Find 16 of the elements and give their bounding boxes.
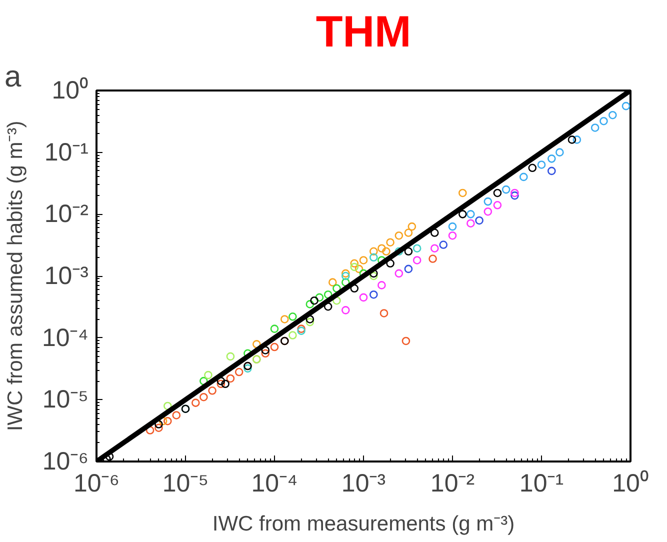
y-tick-label: 10⁻³ — [44, 262, 89, 290]
y-tick-label: 10⁻⁴ — [42, 324, 89, 352]
y-tick-label: 10⁻² — [44, 200, 89, 228]
y-tick-label: 10⁰ — [52, 76, 89, 104]
y-tick-label: 10⁻¹ — [44, 138, 89, 166]
x-tick-label: 10⁻¹ — [519, 470, 564, 498]
x-tick-label: 10⁰ — [612, 470, 649, 498]
text: a — [4, 60, 22, 94]
x-tick-label: 10⁻³ — [341, 470, 386, 498]
y-axis-title: IWC from assumed habits (g m⁻³) — [4, 120, 27, 432]
x-tick-label: 10⁻⁵ — [162, 470, 209, 498]
x-tick-label: 10⁻² — [430, 470, 475, 498]
y-tick-label: 10⁻⁵ — [42, 386, 88, 414]
x-tick-label: 10⁻⁴ — [251, 470, 298, 498]
chart-title: THM — [316, 8, 412, 56]
x-axis-title: IWC from measurements (g m⁻³) — [212, 512, 515, 536]
